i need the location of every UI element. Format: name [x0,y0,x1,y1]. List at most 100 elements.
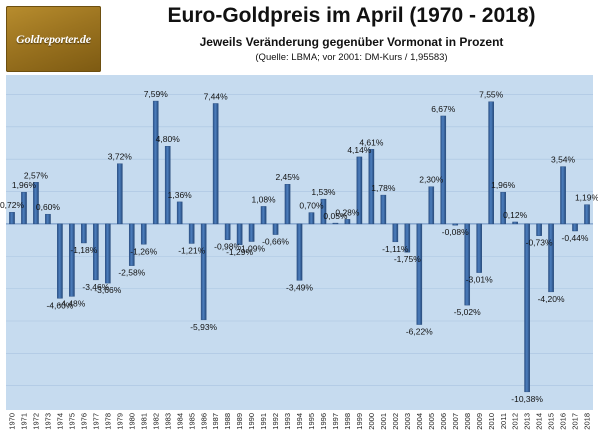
bar-1972 [33,182,39,225]
x-tick-label: 1982 [151,413,160,430]
bar-2007 [452,223,459,226]
bar-2011 [500,191,506,225]
value-label: -1,09% [238,244,265,254]
value-label: -4,48% [58,298,85,308]
x-tick-label: 1985 [187,413,196,430]
value-label: 6,67% [431,104,456,114]
value-label: -1,11% [382,244,409,254]
x-tick-label: 1983 [163,413,172,430]
value-label: 7,55% [479,90,504,100]
x-tick-label: 1978 [103,413,112,430]
value-label: -1,26% [130,246,157,256]
chart-subtitle: Jeweils Veränderung gegenüber Vormonat i… [199,35,504,49]
bar-2018 [584,204,590,225]
x-tick-label: 2010 [487,413,496,430]
bar-2002 [392,223,399,243]
x-tick-label: 1980 [127,413,136,430]
x-tick-label: 2008 [463,413,472,430]
x-tick-label: 2015 [547,413,556,430]
x-tick-label: 2009 [475,413,484,430]
bar-2014 [536,223,542,236]
bar-1971 [21,191,27,225]
value-label: 4,14% [347,145,372,155]
bar-1989 [236,223,243,245]
value-label: 0,28% [335,207,360,217]
bar-2001 [380,194,387,225]
value-label: -3,49% [286,282,313,292]
bar-2009 [476,223,482,273]
value-label: -4,60% [46,300,73,310]
x-tick-label: 1976 [79,413,88,430]
value-label: -1,29% [226,247,253,257]
bar-2005 [428,186,435,225]
bar-1986 [200,223,207,321]
value-label: 0,05% [323,211,348,221]
chart-source-note: (Quelle: LBMA; vor 2001: DM-Kurs / 1,955… [255,52,448,63]
x-tick-label: 1974 [56,413,65,430]
value-label: 1,19% [575,193,598,203]
value-label: -5,93% [190,322,217,332]
x-tick-label: 2017 [571,413,580,430]
bar-1976 [81,223,87,244]
value-label: -1,75% [394,254,421,264]
bar-2010 [488,101,494,225]
x-tick-label: 1986 [199,413,208,430]
bar-1979 [117,163,123,225]
value-label: 1,96% [12,180,37,190]
x-tick-label: 1999 [355,413,364,430]
value-label: 1,53% [311,187,336,197]
x-tick-label: 2002 [391,413,400,430]
x-tick-label: 2012 [511,413,520,430]
bar-1991 [260,206,267,225]
x-tick-label: 1977 [91,413,100,430]
value-label: 2,30% [419,175,444,185]
value-label: 1,78% [371,183,396,193]
value-label: -3,66% [94,285,121,295]
x-tick-label: 1993 [283,413,292,430]
bar-1992 [272,223,279,235]
bar-1974 [57,223,63,299]
x-tick-label: 2013 [523,413,532,430]
bar-1977 [93,223,99,281]
value-label: -0,08% [442,227,469,237]
x-tick-label: 1981 [139,413,148,430]
x-tick-label: 1992 [271,413,280,430]
x-tick-label: 2003 [403,413,412,430]
bar-1982 [152,100,159,225]
value-label: -0,98% [214,242,241,252]
bar-1999 [356,156,363,225]
bar-1985 [188,223,195,244]
bar-2013 [524,223,530,393]
x-tick-label: 1973 [44,413,53,430]
x-tick-label: 1988 [223,413,232,430]
value-label: 0,12% [503,210,528,220]
bar-1970 [9,212,15,225]
bar-1975 [69,223,75,297]
x-tick-label: 1989 [235,413,244,430]
value-label: 2,45% [275,172,300,182]
x-tick-label: 2005 [427,413,436,430]
value-label: 4,80% [156,134,181,144]
x-tick-label: 2018 [583,413,592,430]
x-tick-label: 1984 [175,413,184,430]
value-label: 0,70% [299,201,324,211]
value-label: -5,02% [454,307,481,317]
bar-1996 [320,198,327,225]
value-label: 1,36% [168,190,193,200]
bar-1983 [164,146,171,225]
value-label: -6,22% [406,327,433,337]
x-tick-labels: 1970 1971 1972 1973 1974 1975 1976 1977 1978 1979… [8,413,592,430]
x-tick-label: 2004 [415,413,424,430]
value-label: -4,20% [538,294,565,304]
bar-1994 [296,223,303,281]
bar-1988 [224,223,231,240]
x-tick-label: 1991 [259,413,268,430]
value-label: 3,54% [551,155,576,165]
value-label: 7,59% [144,89,169,99]
gridlines [6,94,593,387]
value-label: -3,01% [466,275,493,285]
bar-2008 [464,223,471,306]
bar-1998 [344,219,351,225]
goldreporter-logo: Goldreporter.de [6,6,101,72]
bar-1978 [105,223,111,284]
